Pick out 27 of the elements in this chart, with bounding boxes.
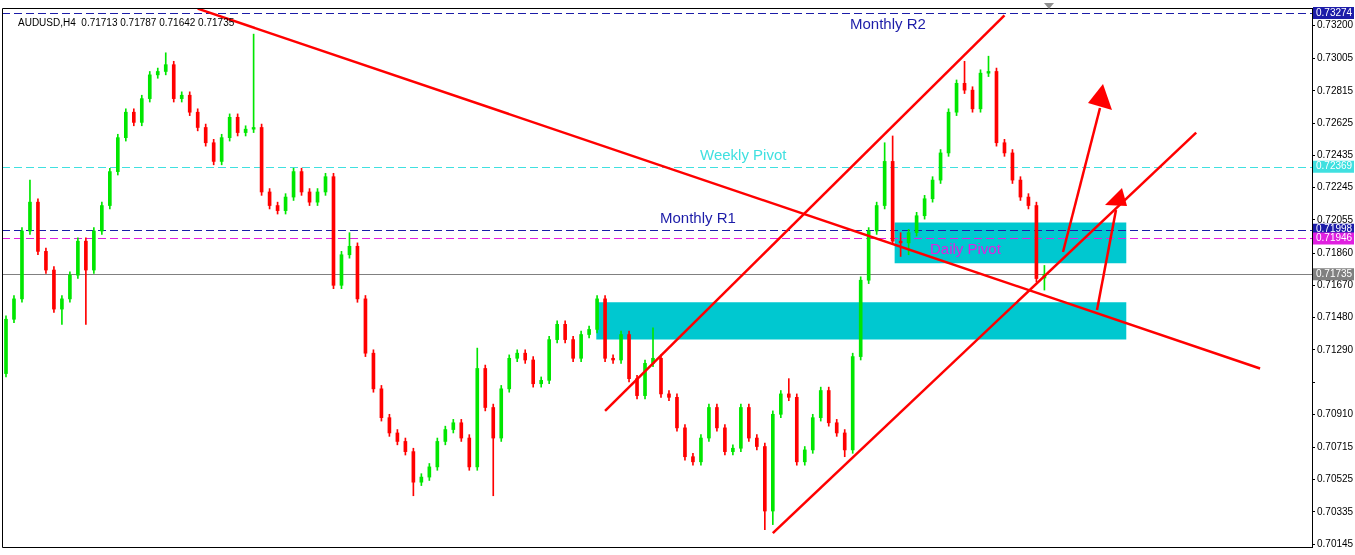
y-tick-label: 0.71480 (1317, 311, 1354, 323)
candlestick (786, 378, 791, 402)
y-tick-label: 0.70335 (1317, 505, 1354, 517)
y-tick-label: 0.70910 (1317, 408, 1354, 420)
y-tick-label: 0.70145 (1317, 537, 1354, 549)
y-tick-label: 0.72245 (1317, 181, 1354, 193)
text: 0.71998 (1316, 223, 1353, 235)
y-tick-label: 0.73200 (1317, 19, 1354, 31)
y-tick-label: 0.72815 (1317, 84, 1354, 96)
y-tick-label: 0.70715 (1317, 441, 1354, 453)
text: 0.71946 (1316, 232, 1353, 244)
y-tick-label: 0.71290 (1317, 343, 1354, 355)
ref-line-label: Monthly R1 (660, 209, 736, 227)
text: 0.73274 (1316, 6, 1353, 18)
ref-line-label: Monthly R2 (850, 15, 926, 33)
y-tick-label: 0.72435 (1317, 149, 1354, 161)
y-tick-label: 0.72055 (1317, 213, 1354, 225)
text: 0.72369 (1316, 160, 1353, 172)
ref-line-label: Weekly Pivot (700, 146, 788, 164)
text: AUDUSD,H4 0.71713 0.71787 0.71642 0.71735 (18, 16, 235, 28)
y-tick-label: 0.71670 (1317, 279, 1354, 291)
ref-line-label: Daily Pivot (930, 240, 1002, 258)
text: 0.71735 (1316, 268, 1353, 280)
y-tick-label: 0.72625 (1317, 116, 1354, 128)
y-tick-label: 0.73005 (1317, 52, 1354, 64)
y-tick-label: 0.71860 (1317, 246, 1354, 258)
y-tick-label: 0.70525 (1317, 473, 1354, 485)
